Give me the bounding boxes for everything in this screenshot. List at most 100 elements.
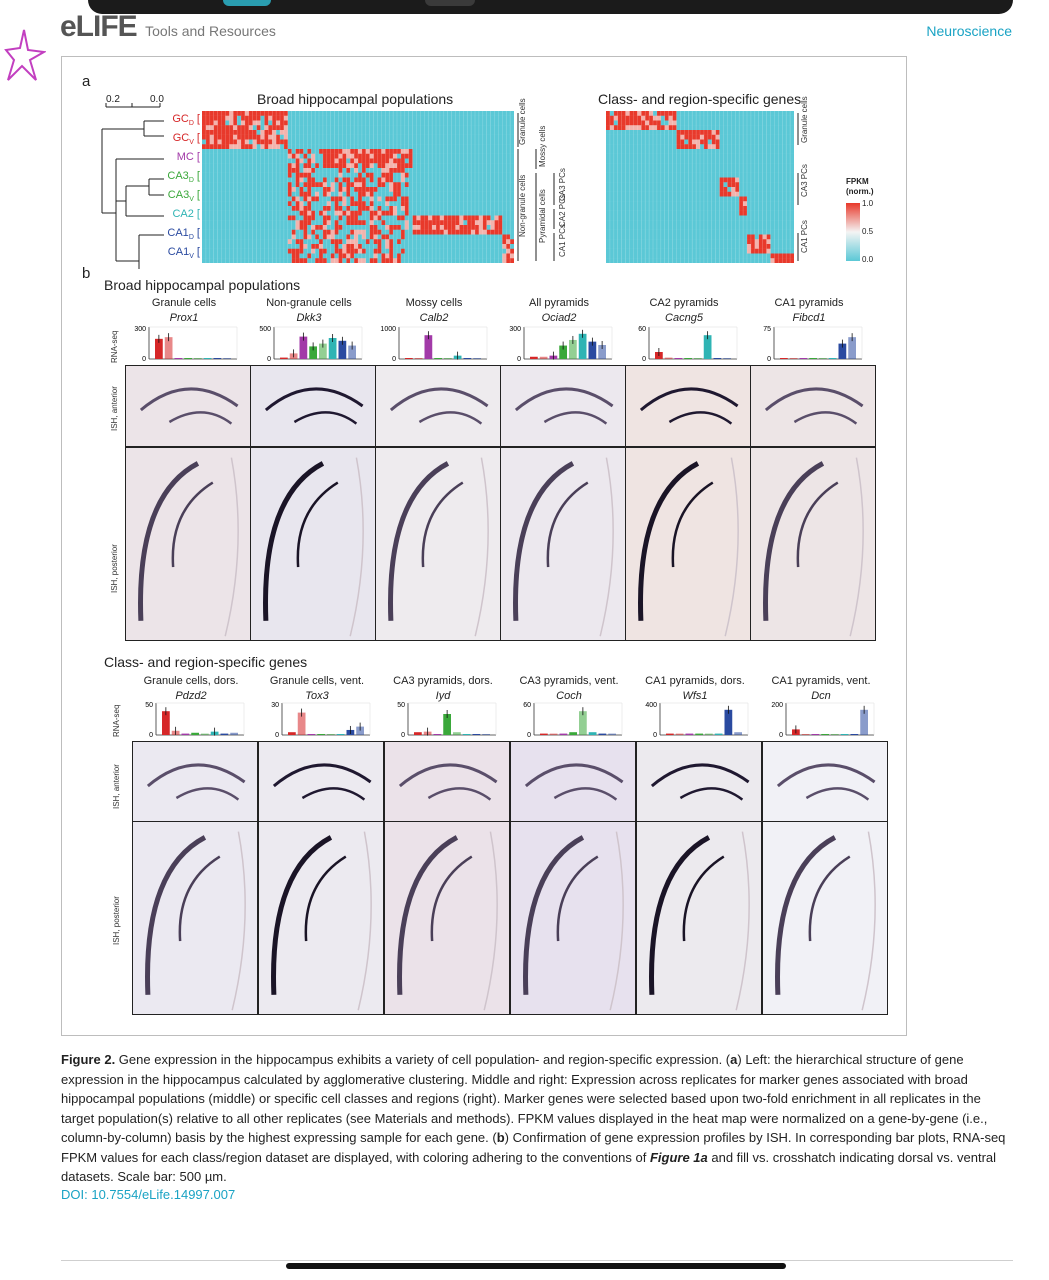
heatmap-cell <box>291 244 296 249</box>
heatmap-cell <box>373 201 378 207</box>
heatmap-right-title: Class- and region-specific genes <box>598 91 802 107</box>
heatmap-cell <box>225 134 230 140</box>
heatmap-cell <box>377 111 382 116</box>
heatmap-cell <box>432 196 437 202</box>
heatmap-cell <box>692 163 697 169</box>
heatmap-cell <box>459 253 464 259</box>
heatmap-cell <box>365 120 370 126</box>
heatmap-cell <box>609 158 615 164</box>
heatmap-cell <box>389 206 394 211</box>
heatmap-cell <box>365 258 370 263</box>
heatmap-cell <box>696 115 701 121</box>
heatmap-cell <box>502 258 507 263</box>
heatmap-cell <box>256 120 261 126</box>
heatmap-cell <box>283 120 288 126</box>
heatmap-cell <box>653 144 658 150</box>
heatmap-cell <box>307 201 312 207</box>
heatmap-cell <box>463 134 468 140</box>
heatmap-cell <box>451 115 456 121</box>
heatmap-cell <box>758 187 763 192</box>
heatmap-cell <box>478 191 483 197</box>
heatmap-cell <box>660 144 665 150</box>
group1-col6-bar-2 <box>789 358 798 359</box>
ish-image <box>762 741 888 823</box>
heatmap-cell <box>416 120 421 126</box>
heatmap-cell <box>629 206 634 211</box>
heatmap-cell <box>703 244 709 249</box>
heatmap-cell <box>696 187 701 192</box>
heatmap-cell <box>735 220 740 226</box>
heatmap-cell <box>233 125 238 131</box>
heatmap-cell <box>420 172 425 178</box>
heatmap-cell <box>766 220 771 226</box>
heatmap-cell <box>766 168 771 173</box>
heatmap-cell <box>397 177 402 183</box>
heatmap-cell <box>711 196 716 202</box>
heatmap-cell <box>762 144 767 150</box>
heatmap-cell <box>735 239 740 245</box>
heatmap-cell <box>346 210 351 216</box>
heatmap-cell <box>354 139 359 145</box>
heatmap-cell <box>463 210 468 216</box>
heatmap-cell <box>358 196 363 202</box>
heatmap-cell <box>424 225 429 230</box>
heatmap-cell <box>412 206 417 211</box>
heatmap-cell <box>707 206 712 211</box>
heatmap-cell <box>295 158 300 164</box>
heatmap-cell <box>613 215 618 221</box>
heatmap-cell <box>747 139 752 145</box>
heatmap-cell <box>244 134 249 140</box>
caption-figure-ref[interactable]: Figure 1a <box>649 1149 708 1165</box>
heatmap-cell <box>311 125 316 131</box>
heatmap-cell <box>660 149 665 154</box>
heatmap-cell <box>451 229 456 235</box>
heatmap-cell <box>502 130 507 135</box>
heatmap-cell <box>750 215 756 221</box>
heatmap-cell <box>676 125 681 131</box>
heatmap-cell <box>225 253 230 259</box>
heatmap-cell <box>346 206 351 211</box>
heatmap-cell <box>326 248 331 254</box>
heatmap-cell <box>369 244 374 249</box>
heatmap-cell <box>459 187 464 192</box>
heatmap-cell <box>393 234 398 240</box>
heatmap-cell <box>645 120 650 126</box>
heatmap-cell <box>711 187 716 192</box>
heatmap-cell <box>412 158 417 164</box>
heatmap-cell <box>365 168 370 173</box>
heatmap-cell <box>467 239 472 245</box>
heatmap-cell <box>291 125 296 131</box>
group2-col4-bar-3 <box>559 733 568 735</box>
heatmap-cell <box>703 248 709 254</box>
heatmap-cell <box>213 201 218 207</box>
heatmap-cell <box>420 134 425 140</box>
heatmap-cell <box>668 172 673 178</box>
heatmap-cell <box>649 225 654 230</box>
heatmap-cell <box>786 248 791 254</box>
heatmap-cell <box>451 206 456 211</box>
heatmap-cell <box>342 225 347 230</box>
heatmap-cell <box>510 134 514 140</box>
heatmap-cell <box>637 201 642 207</box>
heatmap-cell <box>248 191 253 197</box>
heatmap-cell <box>420 196 425 202</box>
heatmap-cell <box>209 158 214 164</box>
home-indicator[interactable] <box>286 1263 786 1269</box>
doi-link[interactable]: DOI: 10.7554/eLife.14997.007 <box>61 1187 236 1202</box>
subject-link[interactable]: Neuroscience <box>926 23 1012 39</box>
journal-logo[interactable]: eLIFE Tools and Resources <box>60 10 276 44</box>
heatmap-cell <box>420 206 425 211</box>
heatmap-cell <box>377 182 382 188</box>
heatmap-cell <box>613 248 618 254</box>
bracket-right-granule: Granule cells <box>800 96 809 143</box>
heatmap-cell <box>684 244 689 249</box>
heatmap-cell <box>264 225 269 230</box>
heatmap-cell <box>237 182 242 188</box>
heatmap-cell <box>311 248 316 254</box>
heatmap-cell <box>750 206 756 211</box>
heatmap-cell <box>723 248 728 254</box>
heatmap-cell <box>361 191 366 197</box>
group2-gene-name: Wfs1 <box>682 690 708 702</box>
heatmap-cell <box>334 258 339 263</box>
heatmap-cell <box>455 210 460 216</box>
